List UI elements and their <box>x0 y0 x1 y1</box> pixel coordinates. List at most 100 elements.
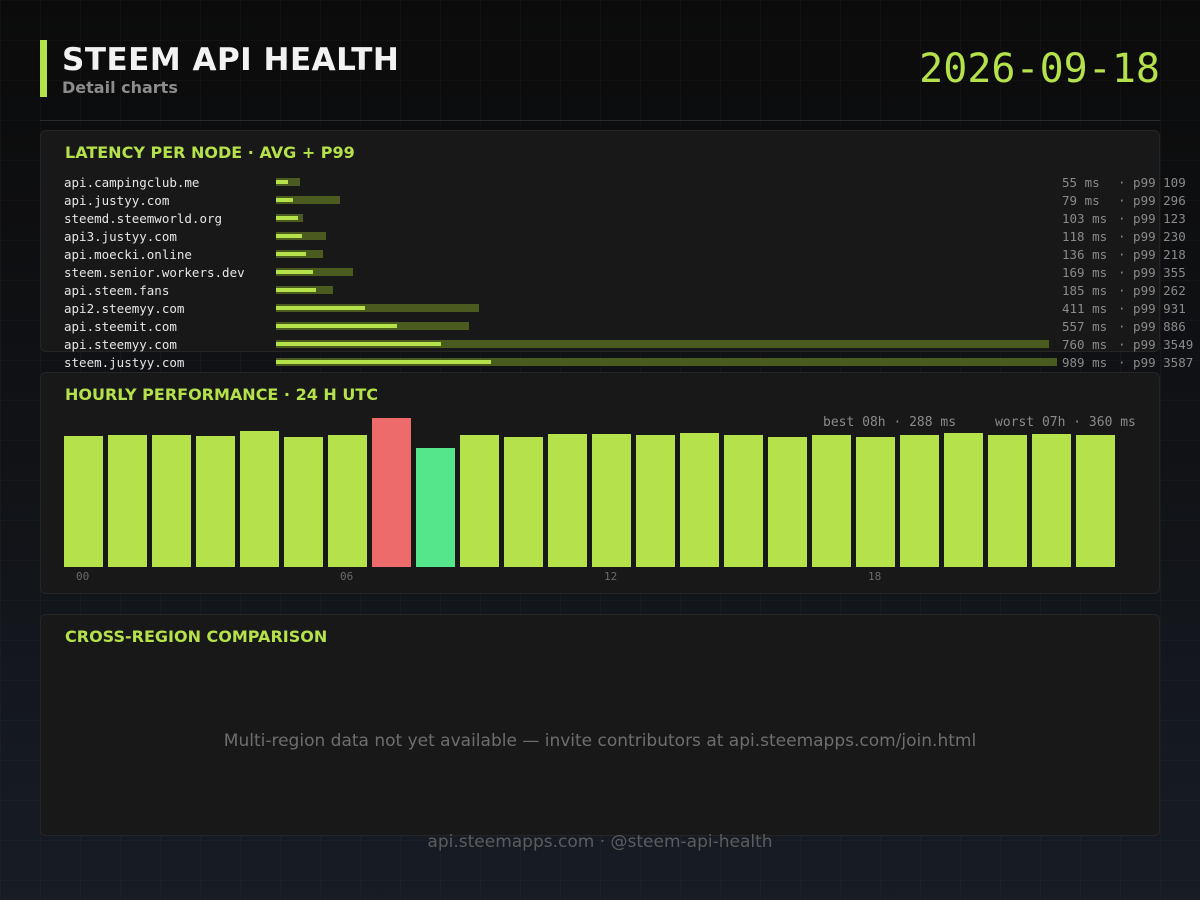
latency-avg-value: 185 ms <box>1062 283 1108 298</box>
latency-p99-value: · p99 886 <box>1118 319 1186 334</box>
hourly-worst-label: worst 07h · 360 ms <box>995 415 1136 430</box>
page-subtitle: Detail charts <box>62 78 178 97</box>
latency-avg-value: 136 ms <box>1062 247 1108 262</box>
latency-row: steem.justyy.com 989 ms · p99 3587 <box>64 353 1200 371</box>
latency-row: api.justyy.com 79 ms · p99 296 <box>64 191 1200 209</box>
hourly-bar <box>64 435 103 567</box>
latency-avg-bar <box>276 252 306 256</box>
latency-avg-bar <box>276 306 366 310</box>
latency-avg-bar <box>276 360 492 364</box>
hourly-x-tick-label: 00 <box>76 570 90 583</box>
latency-p99-value: · p99 109 <box>1118 175 1186 190</box>
latency-row: steem.senior.workers.dev 169 ms · p99 355 <box>64 263 1200 281</box>
hourly-bar <box>108 435 147 567</box>
hourly-x-tick-label: 12 <box>604 570 618 583</box>
latency-p99-value: · p99 218 <box>1118 247 1186 262</box>
latency-row: api.moecki.online 136 ms · p99 218 <box>64 245 1200 263</box>
region-card-title: CROSS-REGION COMPARISON <box>65 627 328 646</box>
latency-p99-value: · p99 296 <box>1118 193 1186 208</box>
latency-node-label: steemd.steemworld.org <box>64 211 223 226</box>
footer-links: api.steemapps.com · @steem-api-health <box>427 832 773 852</box>
latency-node-label: api.steemyy.com <box>64 337 177 352</box>
latency-p99-bar <box>276 340 1049 348</box>
latency-avg-bar <box>276 288 317 292</box>
hourly-bar <box>1032 434 1071 567</box>
latency-avg-value: 103 ms <box>1062 211 1108 226</box>
latency-row: api.steem.fans 185 ms · p99 262 <box>64 281 1200 299</box>
latency-avg-value: 79 ms <box>1062 193 1100 208</box>
page-title: STEEM API HEALTH <box>62 42 400 78</box>
latency-p99-value: · p99 262 <box>1118 283 1186 298</box>
latency-p99-bar <box>276 358 1057 366</box>
hourly-bar <box>768 437 807 567</box>
latency-avg-bar <box>276 270 313 274</box>
latency-node-label: api2.steemyy.com <box>64 301 185 316</box>
hourly-bar <box>680 433 719 567</box>
latency-row: api.steemit.com 557 ms · p99 886 <box>64 317 1200 335</box>
latency-p99-value: · p99 123 <box>1118 211 1186 226</box>
hourly-bar <box>152 434 191 567</box>
latency-chart-title: LATENCY PER NODE · AVG + P99 <box>65 143 355 162</box>
region-empty-message: Multi-region data not yet available — in… <box>223 731 977 751</box>
hourly-bar-best <box>416 447 455 567</box>
latency-node-label: api.steem.fans <box>64 283 170 298</box>
latency-avg-bar <box>276 234 302 238</box>
latency-node-label: api.justyy.com <box>64 193 170 208</box>
latency-avg-value: 118 ms <box>1062 229 1108 244</box>
latency-avg-bar <box>276 216 299 220</box>
title-accent-bar <box>40 40 47 97</box>
hourly-bar <box>1076 435 1115 567</box>
latency-node-label: api.campingclub.me <box>64 175 200 190</box>
latency-p99-value: · p99 3587 <box>1118 355 1194 370</box>
latency-avg-bar <box>276 180 288 184</box>
latency-p99-value: · p99 931 <box>1118 301 1186 316</box>
latency-node-label: api3.justyy.com <box>64 229 177 244</box>
latency-card: LATENCY PER NODE · AVG + P99 <box>40 130 1160 352</box>
hourly-bar <box>196 435 235 567</box>
hourly-bar <box>944 432 983 567</box>
report-date: 2026-09-18 <box>919 46 1160 92</box>
hourly-bar <box>240 431 279 567</box>
latency-p99-bar <box>276 196 341 204</box>
latency-row: api.campingclub.me 55 ms · p99 109 <box>64 173 1200 191</box>
latency-p99-bar <box>276 268 354 276</box>
region-card: CROSS-REGION COMPARISON <box>40 614 1160 836</box>
hourly-bar <box>284 437 323 567</box>
latency-avg-bar <box>276 342 442 346</box>
hourly-bar <box>856 437 895 567</box>
hourly-bar <box>504 437 543 567</box>
hourly-bar <box>592 434 631 567</box>
latency-avg-bar <box>276 198 294 202</box>
latency-row: api.steemyy.com 760 ms · p99 3549 <box>64 335 1200 353</box>
latency-avg-value: 411 ms <box>1062 301 1108 316</box>
latency-node-label: api.steemit.com <box>64 319 177 334</box>
hourly-bar <box>900 435 939 567</box>
latency-p99-value: · p99 355 <box>1118 265 1186 280</box>
latency-avg-value: 55 ms <box>1062 175 1100 190</box>
hourly-x-tick-label: 06 <box>340 570 354 583</box>
latency-node-label: steem.justyy.com <box>64 355 185 370</box>
latency-node-label: steem.senior.workers.dev <box>64 265 245 280</box>
hourly-bar <box>636 435 675 567</box>
hourly-bar <box>988 435 1027 567</box>
hourly-bar <box>724 434 763 567</box>
latency-avg-value: 760 ms <box>1062 337 1108 352</box>
latency-row: api2.steemyy.com 411 ms · p99 931 <box>64 299 1200 317</box>
latency-row: steemd.steemworld.org 103 ms · p99 123 <box>64 209 1200 227</box>
hourly-bar <box>328 434 367 567</box>
latency-p99-value: · p99 230 <box>1118 229 1186 244</box>
latency-avg-value: 557 ms <box>1062 319 1108 334</box>
latency-p99-bar <box>276 304 479 312</box>
latency-p99-value: · p99 3549 <box>1118 337 1194 352</box>
hourly-best-label: best 08h · 288 ms <box>823 415 957 430</box>
hourly-bar <box>548 434 587 567</box>
header-divider <box>40 120 1160 121</box>
hourly-chart-title: HOURLY PERFORMANCE · 24 H UTC <box>65 385 379 404</box>
latency-avg-value: 169 ms <box>1062 265 1108 280</box>
hourly-bar-worst <box>372 418 411 567</box>
latency-row: api3.justyy.com 118 ms · p99 230 <box>64 227 1200 245</box>
hourly-bar <box>460 434 499 567</box>
latency-avg-bar <box>276 324 398 328</box>
latency-avg-value: 989 ms <box>1062 355 1108 370</box>
hourly-bar <box>812 435 851 567</box>
